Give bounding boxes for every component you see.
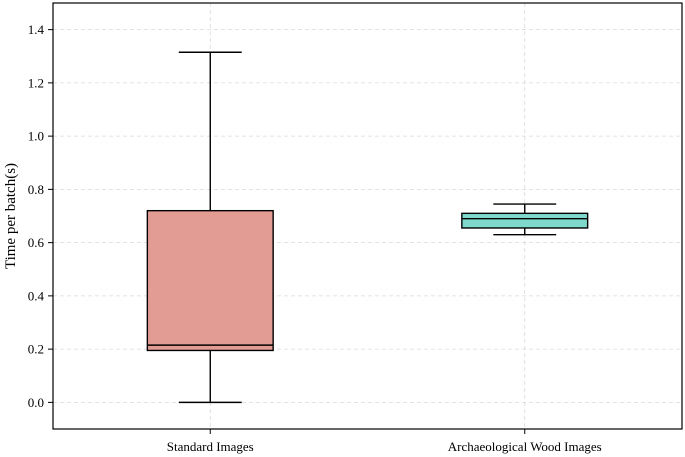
box-plot-item bbox=[461, 203, 589, 236]
y-tick-label: 1.0 bbox=[28, 129, 44, 144]
y-axis: 0.0 0.2 0.4 0.6 0.8 1.0 1.2 1.4 bbox=[28, 22, 53, 410]
y-axis-label: Time per batch(s) bbox=[3, 163, 19, 269]
y-tick-label: 0.8 bbox=[28, 182, 44, 197]
y-tick-label: 1.4 bbox=[28, 22, 45, 37]
plot-area-frame bbox=[52, 2, 683, 430]
y-tick-label: 0.0 bbox=[28, 395, 44, 410]
iqr-box bbox=[146, 209, 274, 352]
y-tick-label: 1.2 bbox=[28, 75, 44, 90]
box-plot-series bbox=[146, 51, 589, 404]
x-tick-label: Archaeological Wood Images bbox=[448, 439, 602, 454]
box-plot-item bbox=[146, 51, 274, 404]
x-tick-label: Standard Images bbox=[167, 439, 254, 454]
iqr-box bbox=[461, 212, 589, 229]
x-axis: Standard Images Archaeological Wood Image… bbox=[167, 429, 602, 454]
y-tick-label: 0.4 bbox=[28, 288, 45, 303]
y-tick-label: 0.6 bbox=[28, 235, 45, 250]
y-tick-label: 0.2 bbox=[28, 342, 44, 357]
